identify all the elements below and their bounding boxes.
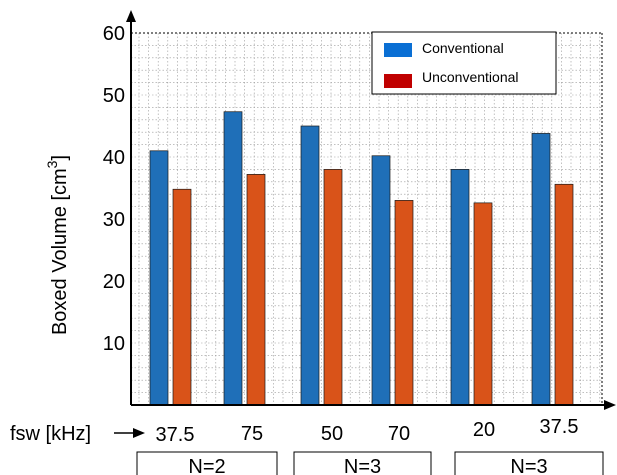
x-axis-label-arrow xyxy=(114,428,145,438)
legend-swatch-unconventional xyxy=(384,74,412,88)
group-label: N=3 xyxy=(344,456,381,475)
bar-conventional-4 xyxy=(450,169,470,406)
x-axis-label: fsw [kHz] xyxy=(10,423,91,445)
bar-unconventional-5 xyxy=(554,183,574,406)
y-tick-label: 10 xyxy=(103,333,125,355)
legend-label-unconventional: Unconventional xyxy=(422,69,519,85)
group-label: N=2 xyxy=(188,456,225,475)
bar-unconventional-0 xyxy=(172,188,192,406)
group-boxes: N=2 N=3 N=3 xyxy=(136,451,604,475)
legend-label-conventional: Conventional xyxy=(422,40,504,56)
bar-unconventional-3 xyxy=(394,200,414,406)
y-tick-label: 50 xyxy=(103,85,125,107)
x-axis-arrow xyxy=(604,400,616,410)
y-tick-label: 30 xyxy=(103,209,125,231)
bar-unconventional-4 xyxy=(473,202,493,406)
y-tick-label: 20 xyxy=(103,271,125,293)
legend-swatch-conventional xyxy=(384,43,412,57)
group-box xyxy=(454,451,604,475)
x-tick-label: 70 xyxy=(388,423,410,445)
group-box xyxy=(293,451,432,475)
y-tick-label: 40 xyxy=(103,147,125,169)
y-tick-labels: 10 20 30 40 50 60 xyxy=(103,23,125,355)
bar-conventional-3 xyxy=(371,155,391,406)
group-box xyxy=(136,451,278,475)
bar-unconventional-1 xyxy=(246,174,266,406)
x-tick-label: 50 xyxy=(321,423,343,445)
y-axis-label: Boxed Volume [cm3] xyxy=(44,155,71,335)
y-axis-arrow xyxy=(126,10,136,22)
bar-conventional-0 xyxy=(149,150,169,406)
bar-unconventional-2 xyxy=(323,169,343,406)
bar-conventional-1 xyxy=(223,111,243,406)
bar-conventional-5 xyxy=(531,133,551,406)
x-tick-label: 37.5 xyxy=(540,416,579,438)
bar-conventional-2 xyxy=(300,125,320,406)
x-tick-labels: 37.5 75 50 70 20 37.5 xyxy=(156,416,579,446)
bars xyxy=(149,111,574,406)
y-tick-label: 60 xyxy=(103,23,125,45)
group-label: N=3 xyxy=(510,456,547,475)
legend: Conventional Unconventional xyxy=(371,31,557,95)
x-tick-label: 20 xyxy=(473,419,495,441)
x-tick-label: 75 xyxy=(241,423,263,445)
x-tick-label: 37.5 xyxy=(156,424,195,446)
